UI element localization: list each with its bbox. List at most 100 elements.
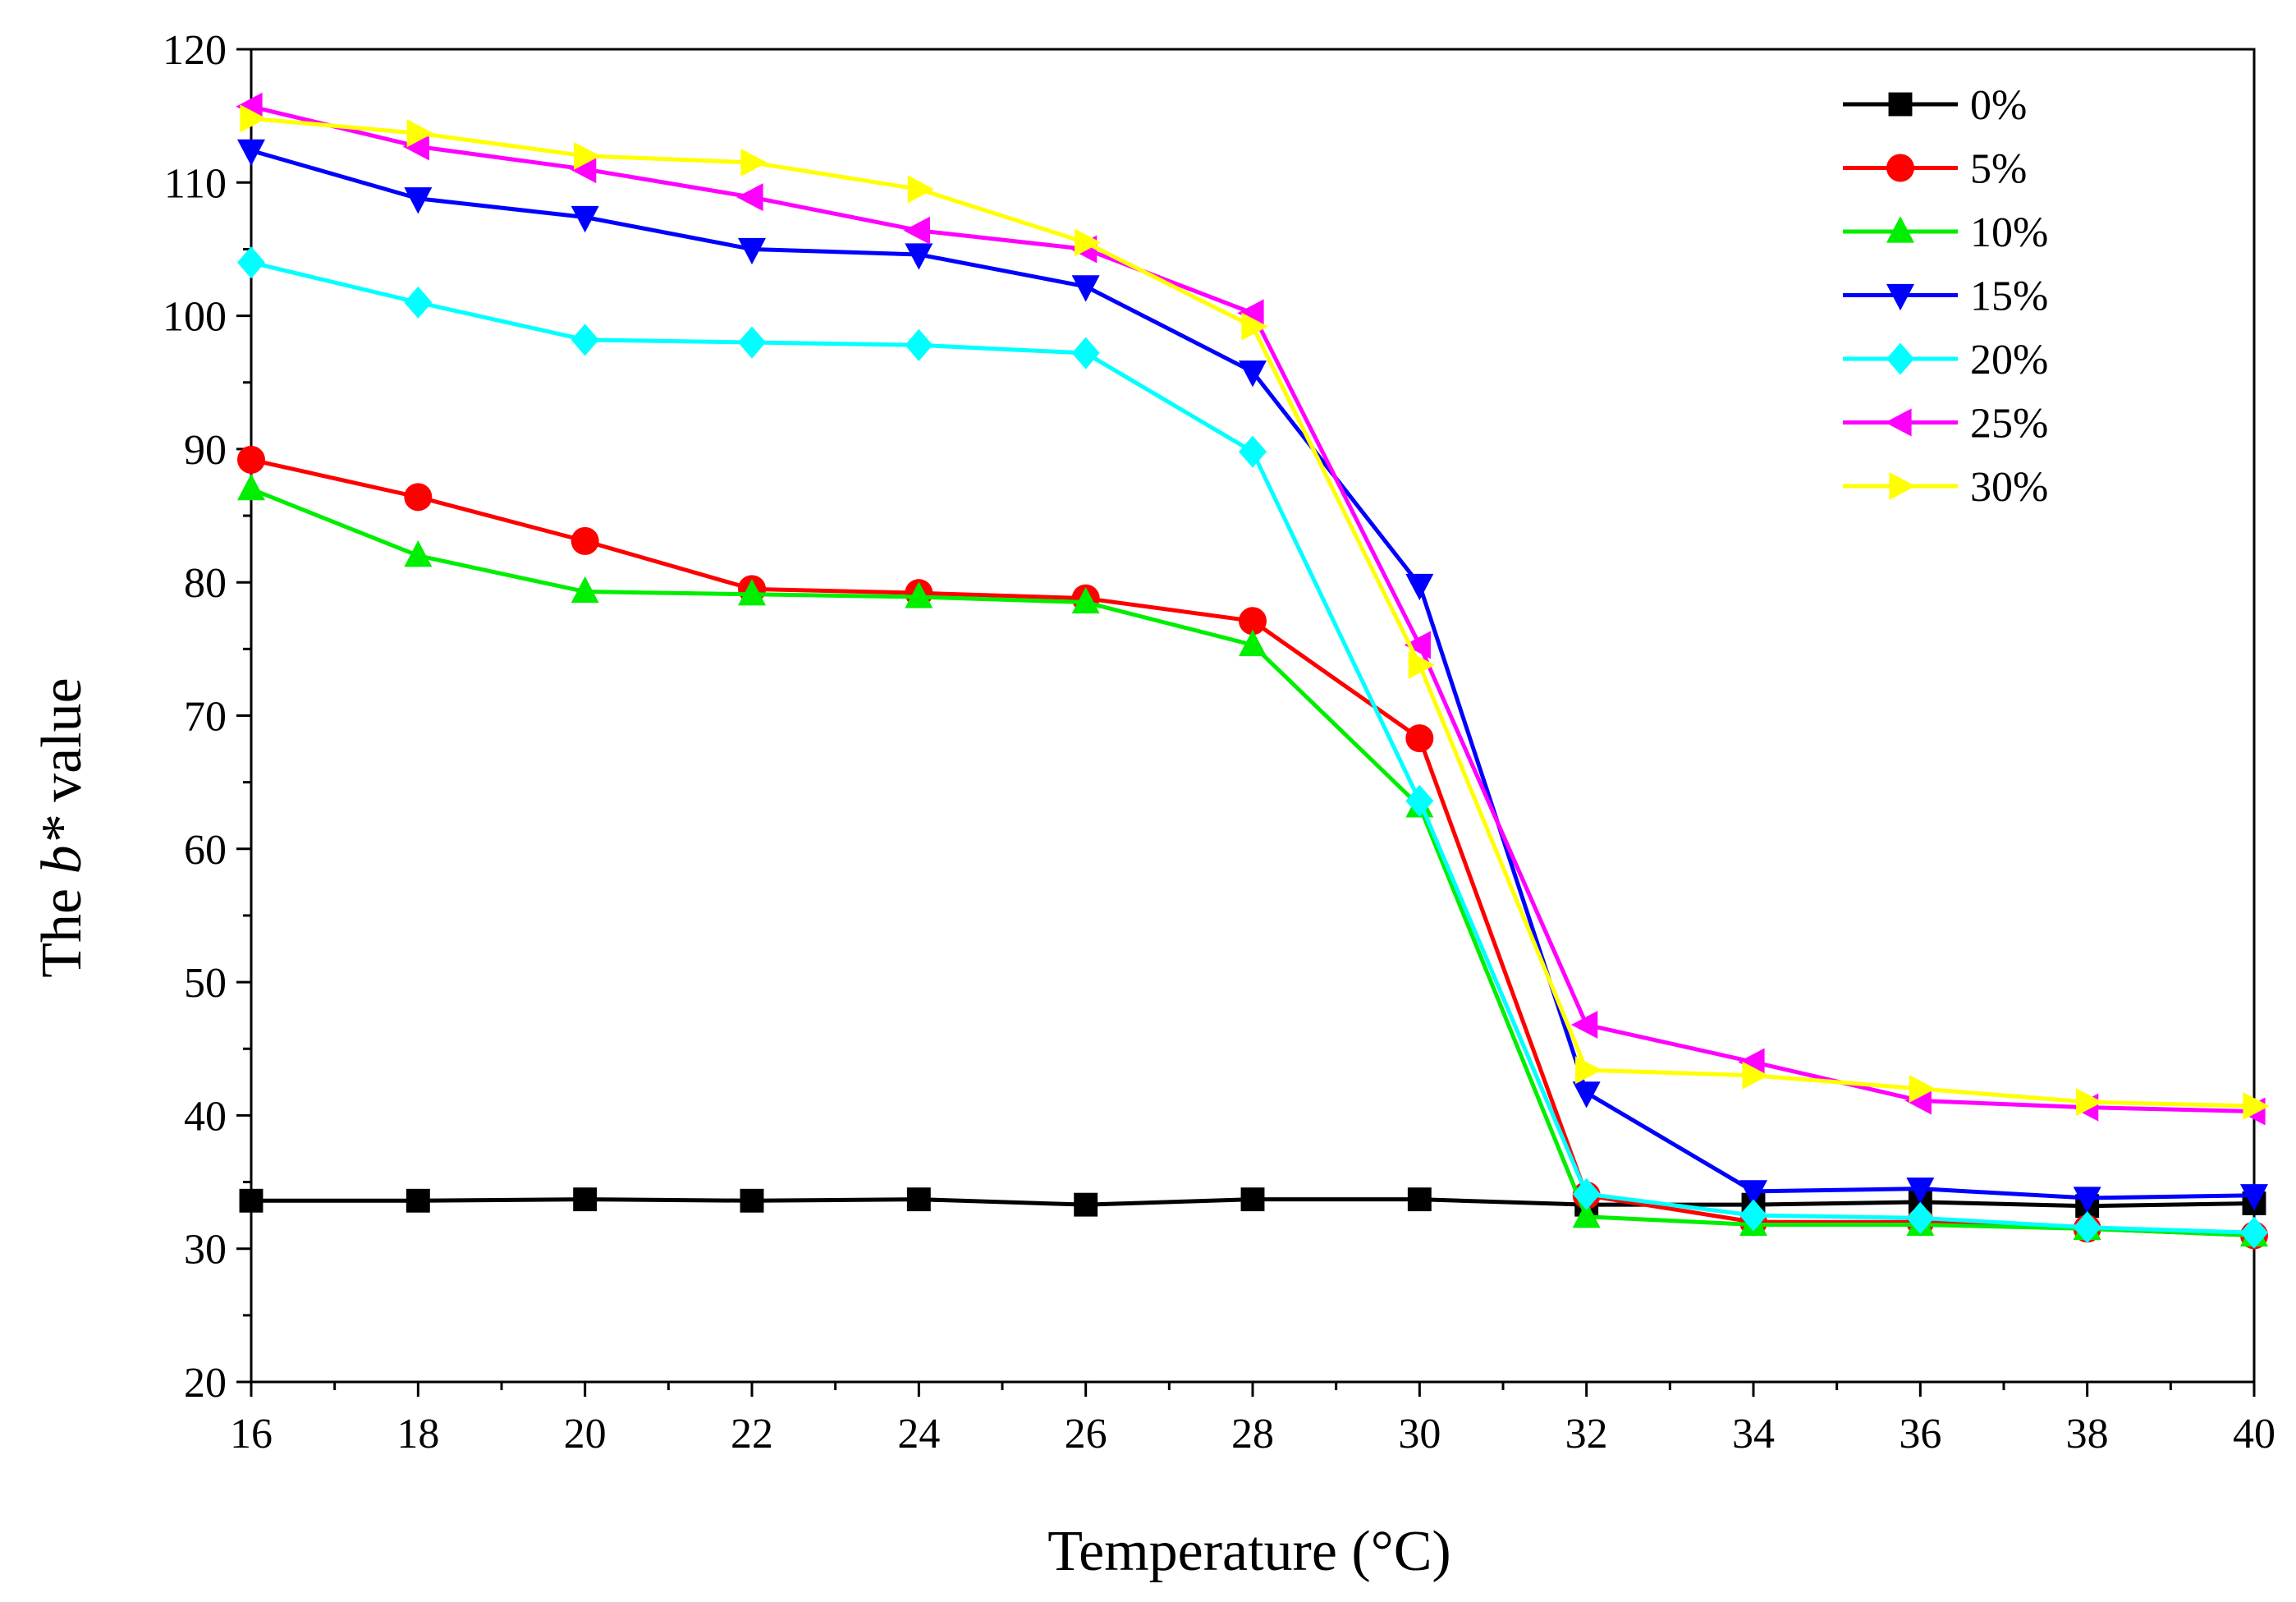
data-point: [736, 183, 763, 212]
data-point: [571, 576, 599, 604]
series-25pct: [236, 92, 2266, 1126]
data-point: [1909, 1074, 1936, 1103]
data-point: [1570, 1011, 1598, 1040]
data-point: [1738, 1048, 1765, 1076]
y-tick-label: 70: [184, 694, 227, 741]
data-point: [1407, 1187, 1432, 1212]
x-tick-label: 32: [1565, 1411, 1608, 1457]
y-tick-label: 110: [164, 160, 227, 207]
legend-item: 30%: [1843, 464, 2048, 511]
data-point: [1739, 1180, 1767, 1207]
legend-item: 15%: [1843, 273, 2048, 320]
x-tick-label: 34: [1732, 1411, 1775, 1457]
series-line: [250, 487, 2255, 1237]
data-point: [738, 237, 766, 265]
data-point: [1237, 299, 1264, 328]
data-point: [905, 328, 933, 361]
data-point: [1241, 312, 1268, 341]
y-axis-title-suffix: value: [30, 677, 94, 816]
data-point: [1239, 607, 1267, 636]
legend-item: 20%: [1843, 337, 2048, 383]
x-tick-label: 38: [2066, 1411, 2109, 1457]
legend-label: 30%: [1970, 464, 2048, 511]
y-tick-label: 20: [184, 1360, 227, 1407]
data-point: [239, 1188, 264, 1213]
x-tick-label: 22: [731, 1411, 773, 1457]
legend-marker: [1885, 408, 1912, 437]
y-tick-label: 80: [184, 560, 227, 607]
legend-label: 5%: [1970, 146, 2027, 193]
y-tick-label: 40: [184, 1093, 227, 1140]
x-tick-label: 18: [396, 1411, 439, 1457]
legend-marker: [1888, 92, 1913, 117]
data-point: [906, 1187, 931, 1212]
data-point: [1071, 337, 1100, 370]
data-point: [2076, 1088, 2103, 1117]
data-point: [569, 155, 597, 184]
x-tick-label: 28: [1231, 1411, 1274, 1457]
y-tick-label: 100: [163, 294, 227, 341]
data-point: [237, 139, 265, 167]
data-point: [1239, 629, 1267, 657]
data-point: [1239, 360, 1267, 388]
legend-item: 5%: [1843, 146, 2027, 193]
series-15pct: [237, 139, 2268, 1214]
data-point: [903, 216, 930, 245]
data-point: [740, 1188, 764, 1213]
data-point: [905, 243, 933, 270]
x-tick-label: 24: [897, 1411, 940, 1457]
data-point: [1575, 1056, 1602, 1085]
y-tick-label: 120: [163, 27, 227, 74]
legend-marker: [1889, 472, 1916, 500]
data-point: [237, 473, 265, 501]
y-axis-title-prefix: The: [30, 874, 94, 977]
data-point: [740, 148, 768, 177]
data-point: [1239, 435, 1267, 468]
data-point: [1074, 1192, 1098, 1217]
legend-marker: [1886, 342, 1914, 375]
series-5pct: [237, 445, 2268, 1250]
data-point: [402, 132, 429, 161]
legend-item: 25%: [1843, 401, 2048, 448]
y-tick-label: 30: [184, 1227, 227, 1274]
y-tick-label: 60: [184, 827, 227, 874]
data-point: [404, 187, 433, 214]
data-point: [1405, 724, 1434, 753]
data-point: [1075, 228, 1102, 257]
legend-marker: [1886, 283, 1914, 311]
data-point: [1906, 1177, 1935, 1205]
data-point: [571, 526, 599, 555]
data-point: [2073, 1211, 2101, 1244]
data-point: [1572, 1177, 1601, 1210]
x-tick-label: 16: [230, 1411, 273, 1457]
x-tick-label: 30: [1398, 1411, 1441, 1457]
legend-label: 25%: [1970, 401, 2048, 448]
data-point: [237, 445, 265, 474]
legend-item: 0%: [1843, 82, 2027, 129]
data-point: [406, 1188, 430, 1213]
y-tick-label: 90: [184, 427, 227, 474]
data-point: [2073, 1187, 2101, 1214]
legend-label: 10%: [1970, 209, 2048, 256]
x-axis-title: Temperature (°C): [1047, 1520, 1450, 1583]
legend-item: 10%: [1843, 209, 2048, 256]
data-point: [1404, 631, 1431, 659]
data-point: [573, 1187, 598, 1212]
series-20pct: [237, 246, 2268, 1249]
y-tick-label: 50: [184, 960, 227, 1007]
data-point: [2243, 1092, 2270, 1121]
data-point: [2240, 1184, 2268, 1211]
legend-marker: [1886, 216, 1914, 243]
data-point: [404, 483, 433, 512]
x-tick-label: 36: [1899, 1411, 1941, 1457]
x-tick-label: 40: [2233, 1411, 2275, 1457]
data-point: [1071, 586, 1100, 614]
series-line: [250, 260, 2255, 1235]
data-point: [1572, 1201, 1601, 1228]
data-point: [571, 324, 599, 356]
data-point: [404, 540, 433, 567]
y-axis-title: The b* value: [30, 677, 94, 977]
series-line: [250, 457, 2255, 1237]
